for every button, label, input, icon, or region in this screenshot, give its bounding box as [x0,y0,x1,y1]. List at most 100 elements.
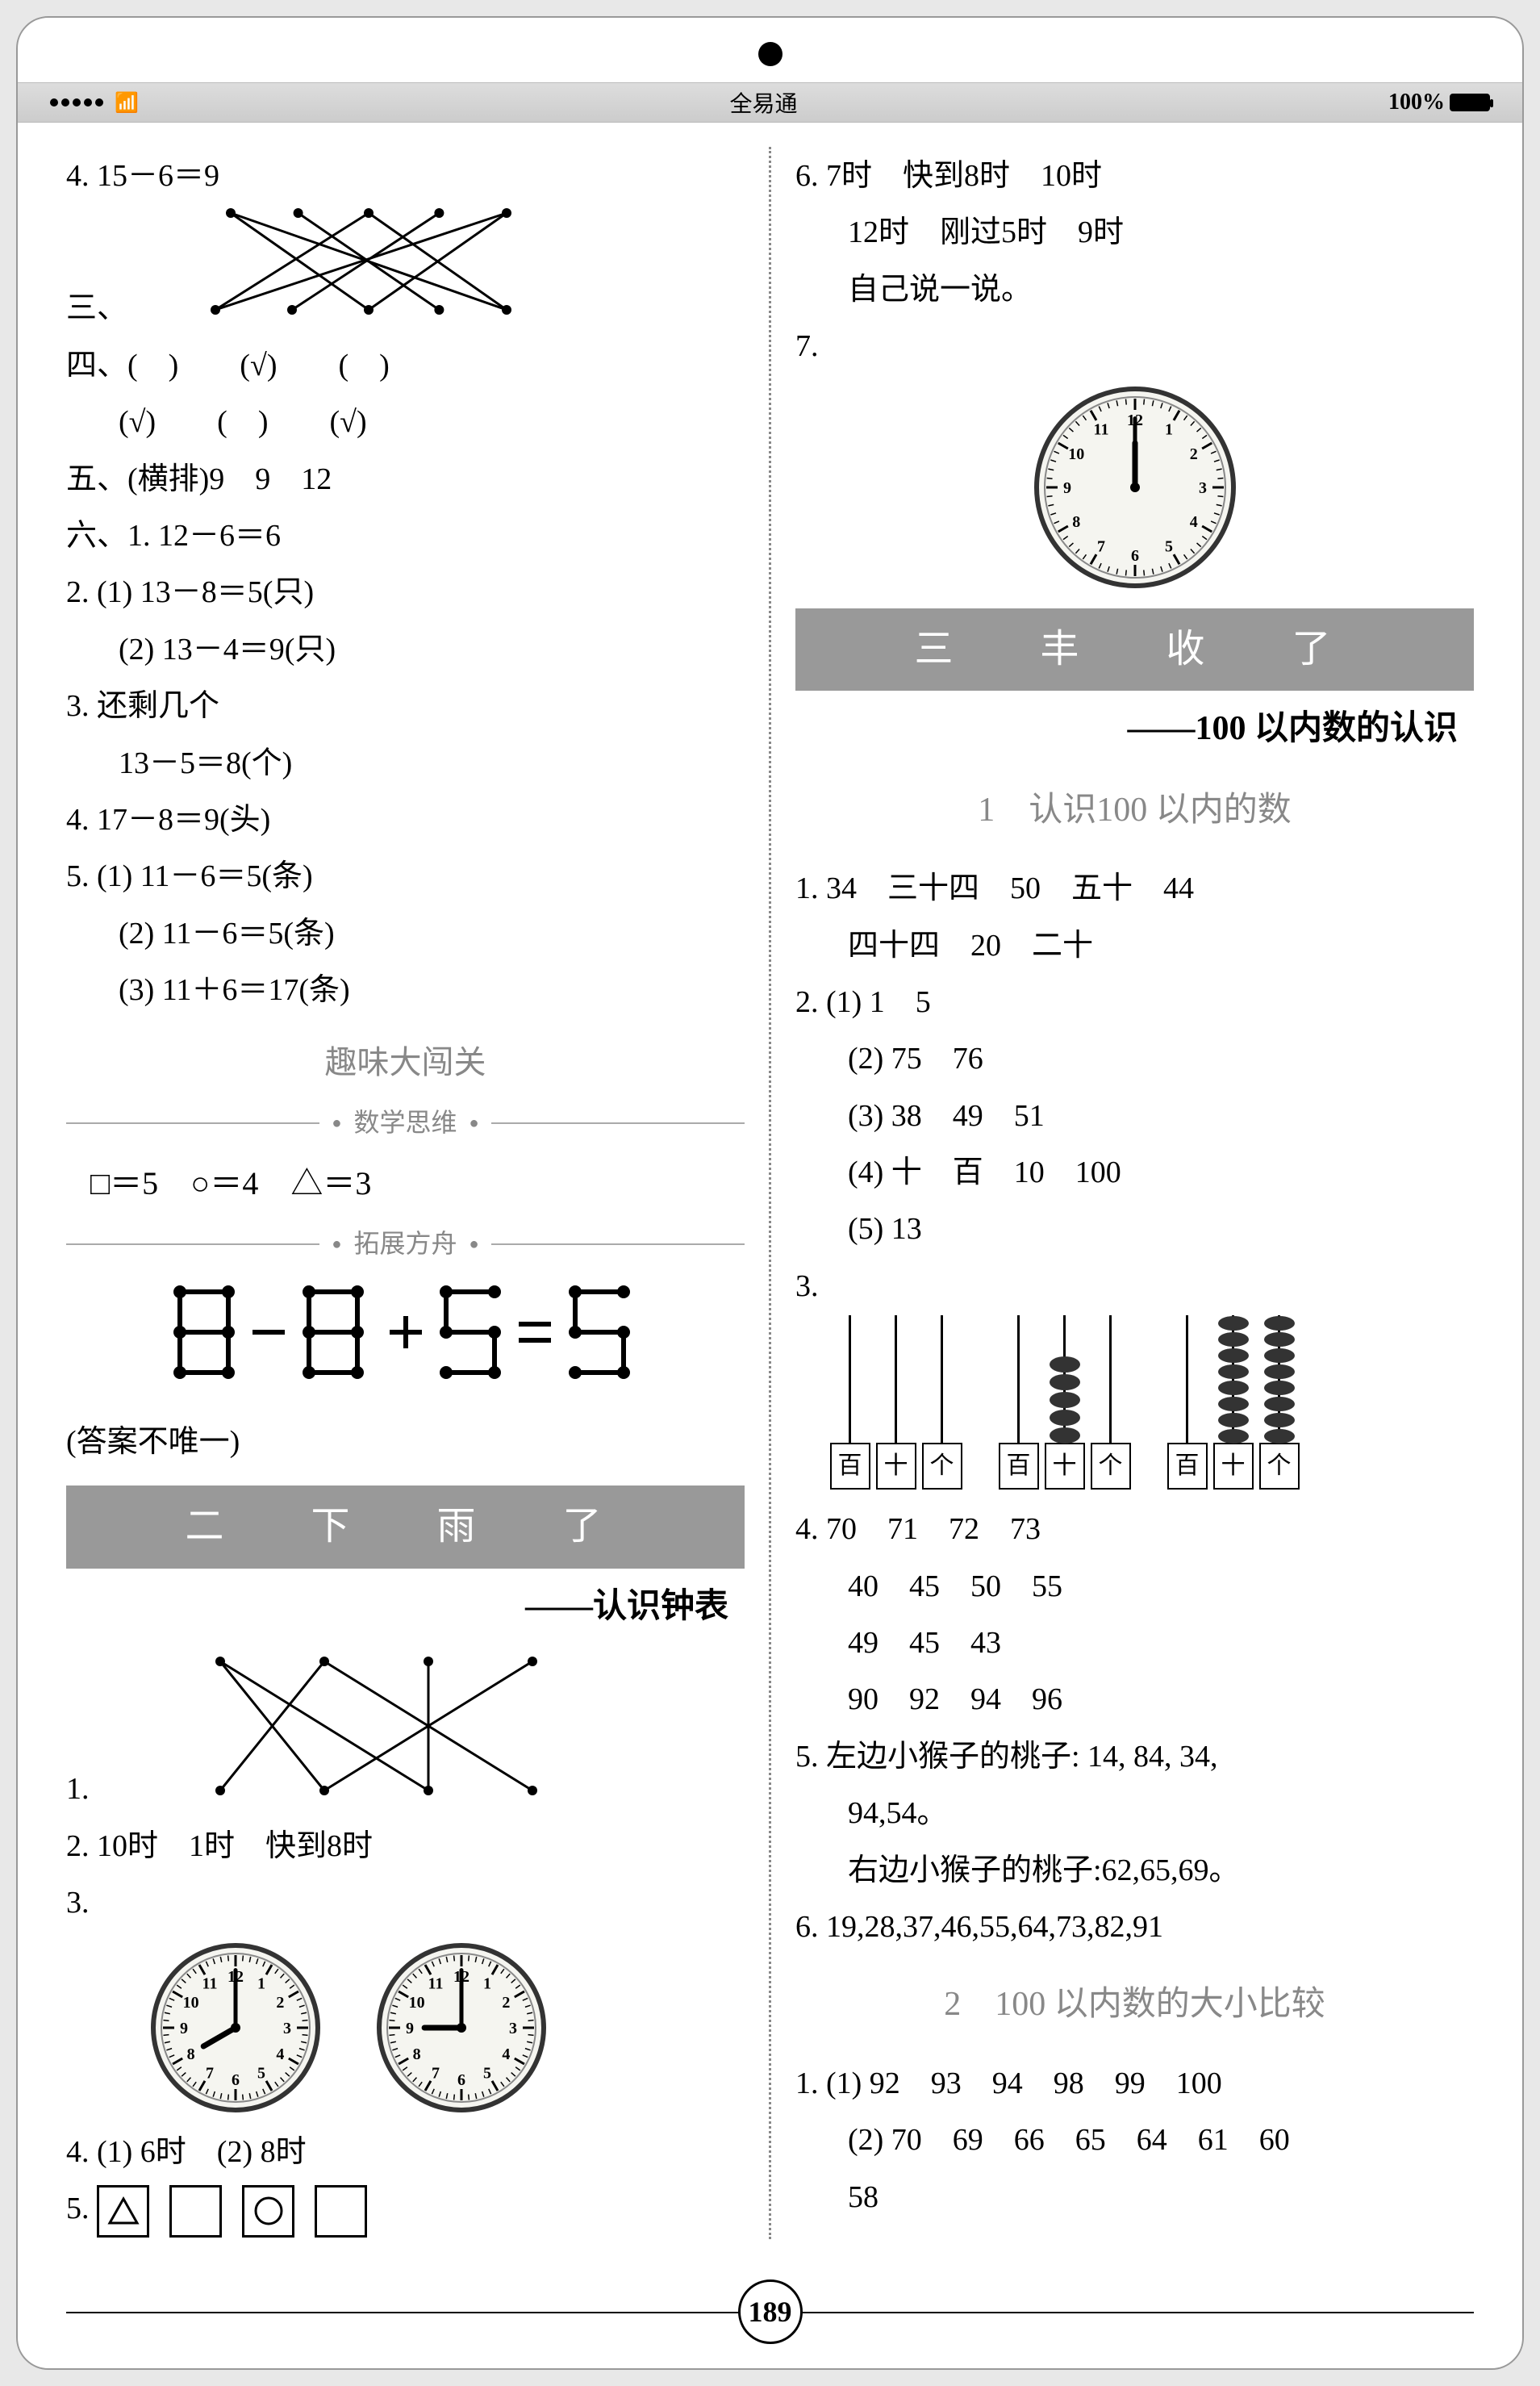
shape-answer-row: 5. [66,2181,745,2238]
text-line: 4. 70 71 72 73 [795,1502,1474,1557]
abacus: 百十个 [828,1315,964,1490]
text-line: 五、(横排)9 9 12 [66,452,745,507]
checkmark-row: (√) ( ) (√) [66,395,745,449]
text-line: 90 92 94 96 [795,1672,1474,1727]
svg-text:4: 4 [1189,513,1197,531]
text-line: 2. 10时 1时 快到8时 [66,1819,745,1874]
svg-text:1: 1 [1165,420,1173,438]
text-line: 右边小猴子的桃子:62,65,69。 [795,1843,1474,1898]
text-line: 自己说一说。 [795,262,1474,317]
clock-icon: 123456789101112 [1030,382,1240,592]
item-number: 1. [66,1772,90,1806]
svg-text:10: 10 [1068,445,1084,463]
svg-text:9: 9 [406,2020,414,2037]
device-camera-dot [758,42,783,66]
svg-text:6: 6 [232,2071,240,2089]
svg-text:3: 3 [283,2020,291,2037]
svg-text:8: 8 [187,2045,195,2063]
svg-text:1: 1 [257,1974,265,1992]
text-line: 1. (1) 92 93 94 98 99 100 [795,2056,1474,2111]
battery-indicator: 100% [1388,90,1490,115]
text-line: 2. (1) 1 5 [795,975,1474,1030]
text-line: (5) 13 [795,1201,1474,1256]
text-line: 3. [66,1875,745,1930]
text-line: (4) 十 百 10 100 [795,1145,1474,1200]
divider-label: 数学思维 [354,1100,457,1147]
left-column: 4. 15－6＝9 三、 四、( ) (√) ( ) (√) ( ) (√) 五… [66,147,745,2239]
svg-text:6: 6 [1131,547,1139,565]
text-line: 49 45 43 [795,1615,1474,1670]
status-title: 全易通 [729,86,797,119]
text-line: (3) 11＋6＝17(条) [66,963,745,1017]
matching-diagram [192,205,515,318]
note-text: (答案不唯一) [66,1414,745,1469]
text-line: (2) 75 76 [795,1031,1474,1086]
shape-box-triangle [97,2185,149,2238]
text-line: 6. 19,28,37,46,55,64,73,82,91 [795,1899,1474,1954]
svg-text:2: 2 [276,1994,284,2012]
item-number: 5. [66,2192,90,2225]
svg-text:10: 10 [409,1994,425,2012]
svg-text:7: 7 [1097,537,1105,555]
wifi-icon: 📶 [115,91,139,115]
status-bar: 📶 全易通 100% [18,82,1522,123]
svg-text:11: 11 [428,1974,444,1992]
svg-text:7: 7 [432,2064,440,2082]
chapter-2-subtitle: ——认识钟表 [66,1577,745,1638]
text-line: 4. 15－6＝9 [66,148,745,203]
svg-text:11: 11 [202,1974,218,1992]
section-2-title: 2 100 以内数的大小比较 [795,1974,1474,2036]
svg-text:3: 3 [1199,479,1207,497]
svg-text:2: 2 [502,1994,510,2012]
svg-text:2: 2 [1189,445,1197,463]
clock-icon: 123456789101112 [373,1939,550,2116]
svg-text:5: 5 [257,2064,265,2082]
textbook-page: 📶 全易通 100% 4. 15－6＝9 三、 四、( ) (√) ( ) (√… [16,16,1524,2370]
section-1-title: 1 认识100 以内的数 [795,780,1474,842]
abacus: 百十个 [1165,1315,1301,1490]
text-line: (2) 70 69 66 65 64 61 60 [795,2112,1474,2167]
text-line: 13－5＝8(个) [66,736,745,791]
matchstick-equation [66,1284,745,1398]
clock-row: 123456789101112 123456789101112 [147,1939,745,2116]
svg-text:10: 10 [183,1994,199,2012]
text-line: 94,54。 [795,1786,1474,1841]
text-line: 3. [795,1259,1474,1314]
text-line: 4. (1) 6时 (2) 8时 [66,2125,745,2179]
svg-text:8: 8 [1072,513,1080,531]
svg-text:5: 5 [1165,537,1173,555]
text-line: 1. 34 三十四 50 五十 44 [795,861,1474,916]
svg-text:8: 8 [413,2045,421,2063]
svg-text:1: 1 [483,1974,491,1992]
text-line: (2) 11－6＝5(条) [66,906,745,961]
shape-box-empty [169,2185,222,2238]
clock-icon: 123456789101112 [147,1939,324,2116]
divider-math-thinking: ●数学思维● [66,1100,745,1147]
svg-text:11: 11 [1093,420,1108,438]
text-line: 六、1. 12－6＝6 [66,508,745,563]
shape-box-circle [242,2185,294,2238]
signal-icon: 📶 [50,91,139,115]
svg-text:4: 4 [276,2045,284,2063]
content-area: 4. 15－6＝9 三、 四、( ) (√) ( ) (√) ( ) (√) 五… [18,123,1522,2271]
battery-text: 100% [1388,90,1445,115]
text-line: 4. 17－8＝9(头) [66,792,745,847]
abacus: 百十个 [996,1315,1133,1490]
text-line: 1. [66,1653,745,1816]
right-column: 6. 7时 快到8时 10时 12时 刚过5时 9时 自己说一说。 7. 123… [795,147,1474,2239]
shape-equation: □＝5 ○＝4 △＝3 [66,1155,745,1213]
text-line: 2. (1) 13－8＝5(只) [66,565,745,620]
fun-section-title: 趣味大闯关 [66,1034,745,1092]
text-line: 5. (1) 11－6＝5(条) [66,849,745,904]
matching-diagram-2 [177,1653,540,1799]
text-line: 12时 刚过5时 9时 [795,205,1474,260]
shape-box-empty [315,2185,367,2238]
svg-text:9: 9 [1063,479,1071,497]
svg-text:4: 4 [502,2045,510,2063]
svg-text:9: 9 [180,2020,188,2037]
text-line: 7. [795,319,1474,374]
svg-text:3: 3 [509,2020,517,2037]
chapter-3-banner: 三 丰 收 了 [795,608,1474,691]
text-line: 6. 7时 快到8时 10时 [795,148,1474,203]
divider-label: 拓展方舟 [354,1221,457,1268]
